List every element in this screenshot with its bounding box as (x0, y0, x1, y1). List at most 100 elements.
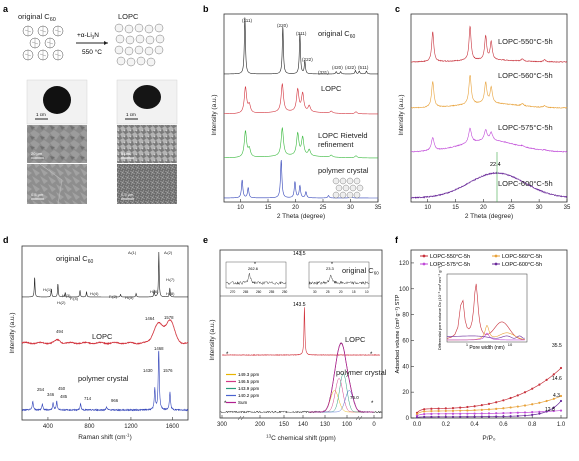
panel-d-axes (21, 245, 189, 421)
b-label-rietveld-2: refinement (318, 140, 354, 149)
f-isotherm-point (437, 407, 440, 410)
f-end-550: 35.5 (552, 343, 562, 349)
f-isotherm-point (466, 409, 469, 412)
e-xtick-100: 100 (342, 422, 353, 428)
panel-d: d Intensity (a.u.) Raman shift (cm-1) 40… (3, 235, 189, 441)
f-xtick-0.0: 0.0 (413, 422, 422, 428)
panel-f-axes (410, 249, 568, 419)
panel-c-ylabel: Intensity (a.u.) (398, 94, 405, 135)
f-isotherm-point (531, 387, 534, 390)
d-xtick-400: 400 (43, 424, 54, 430)
panel-b-xlabel: 2 Theta (degree) (277, 213, 325, 220)
f-isotherm-point (430, 415, 433, 418)
e-inset-2-trace (308, 274, 370, 285)
trace-b-original (224, 17, 379, 75)
reaction-arrow-head (104, 41, 108, 45)
f-isotherm-point (523, 411, 527, 414)
b-xtick-30: 30 (347, 205, 354, 211)
f-isotherm-point (552, 409, 555, 413)
f-ytick-120: 120 (399, 261, 410, 267)
c-xtick-20: 20 (480, 205, 487, 211)
f-isotherm-point (509, 406, 512, 409)
e-inset-1 (225, 261, 287, 289)
e-inset-2-star: * (331, 262, 333, 268)
f-isotherm-point (466, 415, 469, 418)
f-ytick-60: 60 (402, 338, 409, 344)
b-label-polymer: polymer crystal (318, 166, 369, 175)
d-poly-peak-346: 346 (47, 392, 55, 397)
d-label-original: original C60 (56, 254, 93, 265)
f-isotherm-point (545, 399, 548, 403)
f-isotherm-point (473, 405, 476, 408)
panel-b-xticks: 10 15 20 25 30 35 (237, 199, 382, 211)
d-poly-peak-1430: 1430 (143, 368, 153, 373)
d-mode-fg4: Fₗ(4) (70, 296, 79, 301)
f-isotherm-point (487, 402, 491, 405)
f-isotherm-point (523, 391, 527, 394)
f-legend-marker (494, 254, 498, 258)
f-isotherm-point (516, 414, 519, 418)
e-legend-item: 149.3 ppm (238, 372, 260, 377)
d-mode-hg4: Hₗ(4) (90, 291, 99, 296)
c-label-550: LOPC-550°C-5h (498, 37, 553, 46)
f-isotherm-point (459, 406, 462, 409)
f-xtick-0.4: 0.4 (470, 422, 479, 428)
e-xtick-300: 300 (217, 422, 228, 428)
f-ytick-20: 20 (402, 390, 409, 396)
e-mid-peak: 143.5 (293, 302, 306, 308)
f-xtick-0.8: 0.8 (528, 422, 537, 428)
e-xtick-0: 0 (372, 422, 376, 428)
f-isotherm-point (531, 411, 534, 414)
trace-b-rietveld (224, 126, 378, 159)
f-inset-curves (446, 283, 525, 341)
f-isotherm-point (487, 412, 491, 415)
f-isotherm-point (487, 408, 491, 411)
panel-e: e Intensity (a.u.) 13C chemical shift (p… (203, 235, 387, 442)
panel-e-ylabel: Intensity (a.u.) (209, 319, 216, 360)
f-isotherm-point (423, 412, 426, 416)
d-mode-fg2: Fₗ(2) (109, 294, 118, 299)
b-xtick-15: 15 (265, 205, 272, 211)
f-isotherm-point (473, 409, 476, 412)
scalebar-2-label: 1 cm (126, 112, 136, 117)
d-label-polymer: polymer crystal (78, 374, 129, 383)
e-inset-1-trace (225, 272, 287, 285)
e-side-peak: 76.0 (350, 395, 359, 400)
b-xtick-25: 25 (320, 205, 327, 211)
e-legend-item: 143.9 ppm (238, 386, 260, 391)
f-legend-item: LOPC-575°C-5h (430, 262, 470, 268)
d-poly-peak-1468: 1468 (154, 346, 164, 351)
d-mode-hg2: Hₗ(2) (57, 300, 66, 305)
c-xtick-30: 30 (536, 205, 543, 211)
f-legend: LOPC-550°C-5h LOPC-560°C-5h LOPC-575°C-5h L… (420, 254, 542, 268)
panel-b: b Intensity (a.u.) 2 Theta (degree) 10 15… (203, 4, 382, 220)
f-isotherm-point (487, 415, 491, 418)
scalebar-6-label: 0.5 μm (121, 192, 134, 197)
f-isotherm-point (459, 412, 462, 415)
trace-c-560 (410, 75, 568, 109)
e-top-peak: 143.5 (293, 251, 306, 257)
f-isotherm-point (516, 405, 519, 408)
f-isotherm-point (423, 408, 426, 411)
c-xtick-35: 35 (564, 205, 571, 211)
f-isotherm-point (552, 406, 555, 409)
f-isotherm-point (531, 413, 534, 416)
f-isotherm-point (559, 399, 563, 403)
panel-e-xlabel: 13C chemical shift (ppm) (266, 434, 336, 443)
panel-f-ylabel: Adsorbed volume (cm³ g⁻¹) STP (395, 294, 401, 373)
f-isotherm-point (559, 394, 563, 398)
f-inset (446, 273, 528, 343)
d-poly-peak-254: 254 (37, 387, 45, 392)
f-isotherm-point (523, 414, 527, 417)
e-in2-tick-30: 30 (313, 290, 317, 294)
panel-d-xticks: 400 800 1200 1600 (43, 417, 180, 430)
e-xtick-140: 140 (298, 422, 309, 428)
b-label-lopc: LOPC (321, 84, 342, 93)
f-legend-marker (422, 254, 426, 258)
f-isotherm-point (451, 412, 455, 415)
f-isotherm-point (459, 409, 462, 412)
panel-a-original-label: original C60 (18, 12, 56, 23)
panel-b-axes (223, 13, 379, 203)
